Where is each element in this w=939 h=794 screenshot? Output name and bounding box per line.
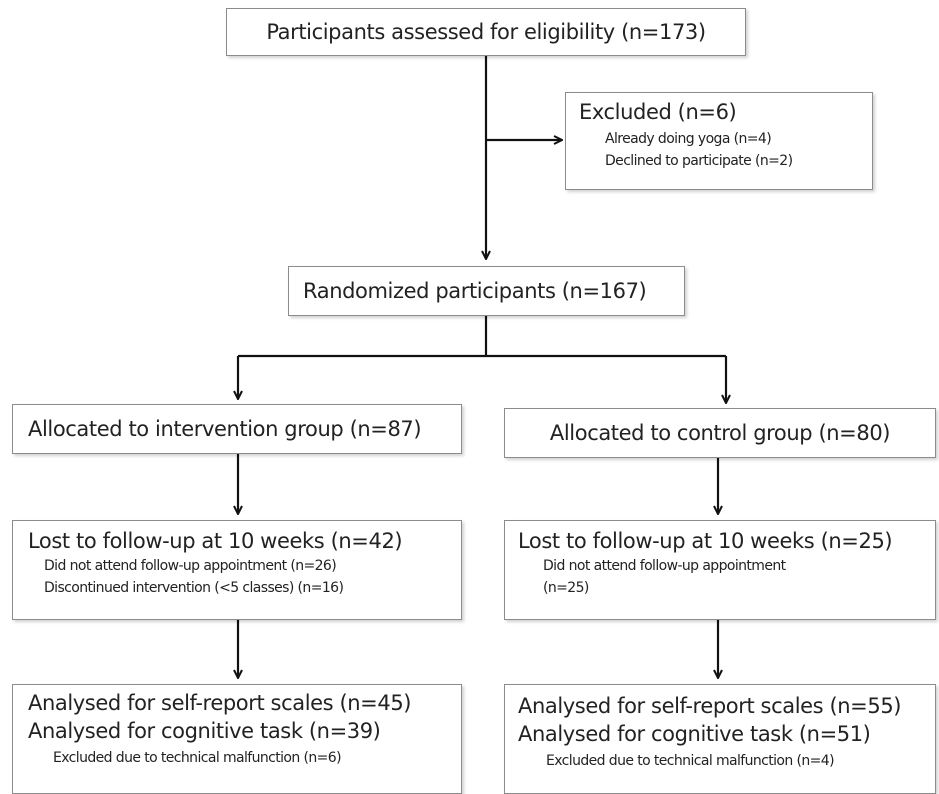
control-analysed-box: Analysed for self-report scales (n=55) A… — [504, 684, 936, 794]
intervention-lost-label: Lost to follow-up at 10 weeks (n=42) — [28, 529, 403, 553]
intervention-lost-reason: Did not attend follow-up appointment (n=… — [44, 558, 337, 574]
excluded-box: Excluded (n=6) Already doing yoga (n=4) … — [565, 92, 873, 190]
control-allocated-label: Allocated to control group (n=80) — [549, 421, 891, 445]
control-lost-reason: Did not attend follow-up appointment — [543, 558, 786, 574]
intervention-excluded-malfunction: Excluded due to technical malfunction (n… — [53, 750, 342, 766]
control-lost-box: Lost to follow-up at 10 weeks (n=25) Did… — [504, 520, 936, 620]
randomized-box: Randomized participants (n=167) — [288, 266, 685, 316]
control-allocated-box: Allocated to control group (n=80) — [504, 408, 936, 458]
assessed-label: Participants assessed for eligibility (n… — [266, 20, 706, 44]
control-excluded-malfunction: Excluded due to technical malfunction (n… — [546, 753, 835, 769]
control-lost-label: Lost to follow-up at 10 weeks (n=25) — [518, 529, 893, 553]
excluded-reason: Declined to participate (n=2) — [605, 153, 793, 169]
intervention-self-report-label: Analysed for self-report scales (n=45) — [28, 691, 412, 715]
intervention-cognitive-label: Analysed for cognitive task (n=39) — [28, 719, 381, 743]
control-lost-reason: (n=25) — [543, 580, 589, 596]
intervention-lost-reason: Discontinued intervention (<5 classes) (… — [44, 580, 344, 596]
intervention-allocated-box: Allocated to intervention group (n=87) — [12, 404, 462, 454]
excluded-label: Excluded (n=6) — [579, 100, 737, 124]
excluded-reason: Already doing yoga (n=4) — [605, 131, 772, 147]
intervention-analysed-box: Analysed for self-report scales (n=45) A… — [12, 684, 462, 794]
intervention-allocated-label: Allocated to intervention group (n=87) — [28, 417, 422, 441]
intervention-lost-box: Lost to follow-up at 10 weeks (n=42) Did… — [12, 520, 462, 620]
assessed-box: Participants assessed for eligibility (n… — [226, 8, 746, 56]
randomized-label: Randomized participants (n=167) — [303, 279, 647, 303]
control-cognitive-label: Analysed for cognitive task (n=51) — [518, 722, 871, 746]
control-self-report-label: Analysed for self-report scales (n=55) — [518, 694, 902, 718]
